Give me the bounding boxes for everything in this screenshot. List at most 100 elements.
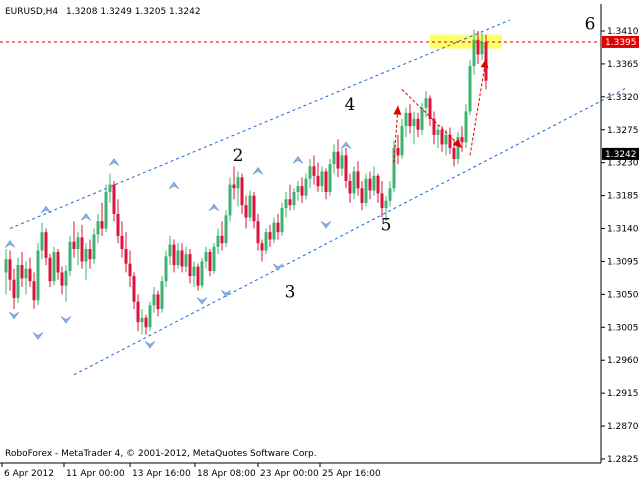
candle (448, 127, 452, 154)
candle (112, 180, 116, 222)
candle (280, 202, 284, 236)
candle-body (448, 134, 452, 149)
candle-body (232, 184, 236, 189)
candle (68, 235, 72, 277)
candle-body (456, 137, 460, 160)
candle-body (168, 244, 172, 257)
candle-body (416, 118, 420, 130)
candle (308, 159, 312, 189)
candle-body (248, 195, 252, 218)
wave-label: 3 (285, 282, 296, 302)
candle (36, 243, 40, 306)
candle (380, 180, 384, 218)
candle (328, 159, 332, 196)
candle (72, 221, 76, 258)
candle-body (480, 41, 484, 55)
candle-body (112, 184, 116, 214)
candle-body (304, 178, 308, 196)
candle-body (136, 301, 140, 323)
candle-body (288, 199, 292, 206)
y-tick-label: 1.2960 (607, 356, 639, 366)
candle-body (4, 259, 8, 273)
candle-body (116, 213, 120, 236)
signal-arrow-line (393, 105, 399, 163)
fractal-up-icon (4, 240, 16, 248)
candle (232, 166, 236, 200)
chart-header-symbol: EURUSD,H4 (5, 7, 58, 17)
signal-arrow-line (469, 58, 487, 156)
candle-body (24, 268, 28, 279)
y-tick-label: 1.3365 (607, 60, 639, 70)
candle-body (72, 241, 76, 250)
candle-body (328, 164, 332, 192)
candle (132, 272, 136, 310)
candle-body (220, 235, 224, 244)
channel-lower-line (73, 87, 627, 376)
candle-body (188, 254, 192, 277)
candle (392, 140, 396, 192)
candle (480, 32, 484, 61)
candle (432, 111, 436, 145)
candle (88, 239, 92, 269)
y-tick-label: 1.3230 (607, 159, 639, 169)
candle-body (176, 250, 180, 266)
candle (224, 210, 228, 247)
candle-body (432, 118, 436, 135)
candle (340, 149, 344, 176)
candle-body (440, 129, 444, 145)
candle-body (276, 222, 280, 233)
candle (12, 268, 16, 310)
candle (160, 276, 164, 313)
candle-body (120, 235, 124, 250)
candle-body (16, 265, 20, 299)
target-zone (430, 34, 502, 49)
candle-body (284, 199, 288, 209)
candle (4, 249, 8, 295)
candle (228, 177, 232, 222)
fractal-up-icon (208, 203, 220, 212)
candle (396, 134, 400, 165)
y-tick-label: 1.3050 (607, 290, 639, 300)
fractal-down-icon (320, 221, 332, 229)
candle (236, 171, 240, 207)
candle (180, 243, 184, 273)
candle (140, 309, 144, 335)
candle (460, 126, 464, 152)
candle-body (436, 129, 440, 135)
candle-body (252, 195, 256, 222)
candle (364, 173, 368, 207)
candle (116, 199, 120, 244)
candles (4, 29, 488, 335)
candle-body (280, 208, 284, 233)
candle-body (212, 246, 216, 271)
candle-body (464, 111, 468, 143)
candle (196, 263, 200, 291)
candle-body (376, 175, 380, 194)
candle-body (180, 250, 184, 267)
candle-body (148, 305, 152, 328)
candle (212, 243, 216, 274)
candle (8, 250, 12, 291)
wave-label: 6 (585, 15, 596, 35)
candle (152, 287, 156, 313)
wave-labels: 2 3 4 5 6 (233, 15, 596, 303)
candle (104, 184, 108, 233)
fractal-up-icon (108, 158, 120, 166)
candle-body (292, 191, 296, 206)
fractal-up-icon (340, 141, 352, 149)
y-tick-label: 1.2870 (607, 422, 639, 432)
candle-body (96, 221, 100, 235)
candle-body (20, 265, 24, 279)
y-tick-label: 1.3410 (607, 27, 639, 37)
candle-body (264, 232, 268, 251)
candle (456, 131, 460, 165)
candle (48, 254, 52, 288)
candle (76, 232, 80, 266)
wave-label: 5 (381, 216, 392, 236)
candle-body (444, 134, 448, 145)
x-tick-label: 23 Apr 00:00 (260, 469, 319, 479)
candle (376, 173, 380, 203)
candle-body (408, 112, 412, 127)
